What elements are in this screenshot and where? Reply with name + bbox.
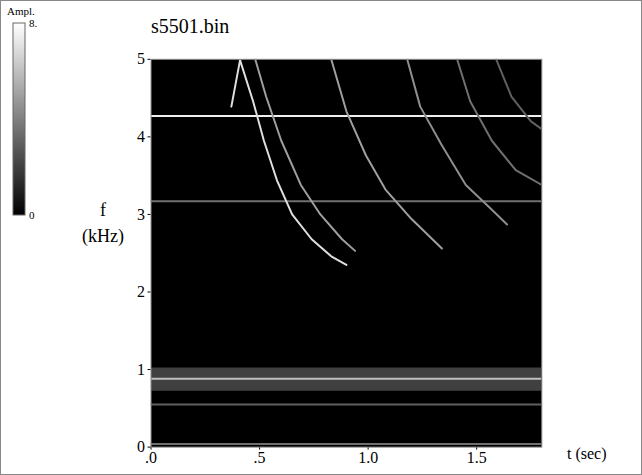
svg-text:.5: .5: [254, 449, 266, 466]
svg-text:.0: .0: [145, 449, 157, 466]
svg-text:2: 2: [137, 283, 145, 300]
svg-text:3: 3: [137, 206, 145, 223]
html-text:f: f: [100, 200, 106, 220]
svg-text:0: 0: [137, 438, 145, 455]
svg-text:0: 0: [29, 209, 35, 221]
svg-text:1.5: 1.5: [467, 449, 487, 466]
svg-text:8.: 8.: [29, 17, 38, 29]
html-text:(kHz): (kHz): [82, 226, 124, 246]
svg-text:1: 1: [137, 361, 145, 378]
html-text:t (sec): t (sec): [567, 445, 607, 462]
html-text:s5501.bin: s5501.bin: [151, 15, 230, 37]
svg-text:1.0: 1.0: [358, 449, 378, 466]
svg-text:4: 4: [137, 128, 145, 145]
svg-text:Ampl.: Ampl.: [7, 5, 35, 17]
svg-text:5: 5: [137, 50, 145, 67]
